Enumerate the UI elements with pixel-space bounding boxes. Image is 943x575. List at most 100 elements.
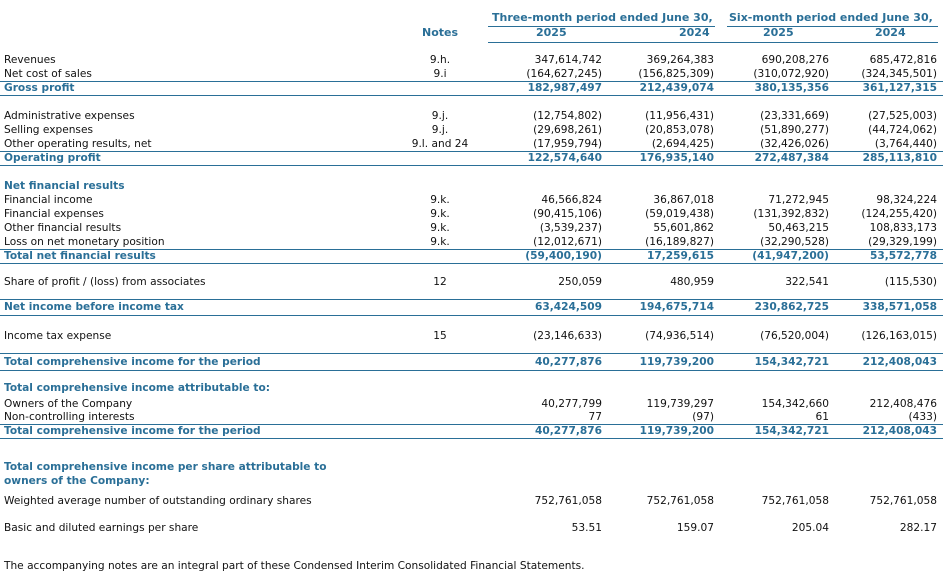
cell-6m-2024: (324,345,501) — [861, 68, 937, 80]
row-notes: 9.k. — [430, 208, 450, 220]
cell-6m-2025: 154,342,721 — [754, 356, 829, 368]
cell-6m-2025: (76,520,004) — [760, 330, 829, 342]
table-row-weighted-average: Weighted average number of outstanding o… — [0, 494, 943, 508]
cell-3m-2025: 182,987,497 — [527, 82, 602, 94]
cell-3m-2025: 40,277,799 — [541, 398, 602, 410]
cell-3m-2024: 55,601,862 — [653, 222, 714, 234]
table-row-net-cost: Net cost of sales 9.i (164,627,245) (156… — [0, 67, 943, 81]
header-year-6m-2024: 2024 — [875, 26, 906, 39]
footnote: The accompanying notes are an integral p… — [4, 560, 585, 572]
header-six-month-rule — [727, 26, 938, 27]
cell-6m-2025: (32,290,528) — [760, 236, 829, 248]
table-row-non-controlling: Non-controlling interests 77 (97) 61 (43… — [0, 410, 943, 424]
row-label: Non-controlling interests — [4, 411, 135, 423]
cell-6m-2025: 50,463,215 — [768, 222, 829, 234]
divider — [0, 249, 943, 250]
row-label: Other operating results, net — [4, 138, 152, 150]
cell-6m-2025: (41,947,200) — [752, 250, 829, 262]
row-label: Administrative expenses — [4, 110, 135, 122]
cell-6m-2024: (124,255,420) — [861, 208, 937, 220]
row-label: Total comprehensive income for the perio… — [4, 356, 261, 368]
cell-3m-2024: 194,675,714 — [639, 301, 714, 313]
table-row-eps: Basic and diluted earnings per share 53.… — [0, 521, 943, 535]
section-heading-per-share: Total comprehensive income per share att… — [4, 460, 327, 488]
table-row-selling: Selling expenses 9.j. (29,698,261) (20,8… — [0, 123, 943, 137]
header-year-6m-2025: 2025 — [763, 26, 794, 39]
divider — [0, 165, 943, 166]
cell-6m-2024: (29,329,199) — [868, 236, 937, 248]
header-three-month: Three-month period ended June 30, — [492, 11, 713, 24]
table-row-gross-profit: Gross profit 182,987,497 212,439,074 380… — [0, 81, 943, 95]
cell-3m-2024: 119,739,200 — [639, 425, 714, 437]
cell-6m-2025: (32,426,026) — [760, 138, 829, 150]
cell-3m-2025: (90,415,106) — [533, 208, 602, 220]
divider — [0, 370, 943, 371]
row-label: Income tax expense — [4, 330, 112, 342]
row-notes: 9.i — [433, 68, 447, 80]
divider — [0, 315, 943, 316]
cell-6m-2024: 285,113,810 — [862, 152, 937, 164]
row-label: Loss on net monetary position — [4, 236, 165, 248]
cell-3m-2025: (59,400,190) — [525, 250, 602, 262]
row-label: Weighted average number of outstanding o… — [4, 495, 312, 507]
cell-6m-2024: (126,163,015) — [861, 330, 937, 342]
header-year-3m-2024: 2024 — [679, 26, 710, 39]
cell-3m-2025: 53.51 — [571, 522, 602, 534]
cell-3m-2025: (12,754,802) — [533, 110, 602, 122]
row-label: Share of profit / (loss) from associates — [4, 276, 206, 288]
section-heading: Net financial results — [4, 180, 125, 192]
cell-3m-2025: (164,627,245) — [526, 68, 602, 80]
cell-3m-2024: 752,761,058 — [646, 495, 714, 507]
table-row-net-income-before-tax: Net income before income tax 63,424,509 … — [0, 300, 943, 314]
cell-3m-2024: (11,956,431) — [645, 110, 714, 122]
cell-6m-2024: 361,127,315 — [862, 82, 937, 94]
cell-3m-2025: 347,614,742 — [534, 54, 602, 66]
cell-3m-2025: 46,566,824 — [541, 194, 602, 206]
section-heading: Total comprehensive income attributable … — [4, 382, 270, 394]
cell-3m-2025: 122,574,640 — [527, 152, 602, 164]
cell-3m-2025: 40,277,876 — [534, 356, 602, 368]
row-label: Other financial results — [4, 222, 122, 234]
cell-6m-2024: 212,408,043 — [862, 425, 937, 437]
row-notes: 9.k. — [430, 222, 450, 234]
divider — [0, 353, 943, 354]
row-notes: 9.j. — [431, 124, 449, 136]
cell-6m-2025: 690,208,276 — [761, 54, 829, 66]
row-label: Owners of the Company — [4, 398, 133, 410]
table-row-loss-monetary: Loss on net monetary position 9.k. (12,0… — [0, 235, 943, 249]
cell-6m-2025: 752,761,058 — [761, 495, 829, 507]
cell-3m-2025: (23,146,633) — [533, 330, 602, 342]
row-notes: 9.k. — [430, 194, 450, 206]
cell-6m-2025: (51,890,277) — [760, 124, 829, 136]
row-notes: 9.h. — [429, 54, 451, 66]
cell-6m-2024: 98,324,224 — [876, 194, 937, 206]
header-notes: Notes — [422, 26, 459, 39]
row-notes: 9.l. and 24 — [411, 138, 469, 150]
divider — [0, 151, 943, 152]
section-heading-net-financial: Net financial results — [0, 179, 943, 193]
section-heading-attributable: Total comprehensive income attributable … — [0, 381, 943, 395]
row-label: Net cost of sales — [4, 68, 92, 80]
row-notes: 9.j. — [431, 110, 449, 122]
cell-3m-2024: (2,694,425) — [651, 138, 714, 150]
cell-6m-2025: (131,392,832) — [753, 208, 829, 220]
cell-3m-2025: 250,059 — [558, 276, 602, 288]
table-row-operating-profit: Operating profit 122,574,640 176,935,140… — [0, 151, 943, 165]
row-label: Total net financial results — [4, 250, 156, 262]
header-year-3m-2025: 2025 — [536, 26, 567, 39]
cell-3m-2025: 752,761,058 — [534, 495, 602, 507]
cell-3m-2025: 77 — [588, 411, 602, 423]
cell-3m-2024: 212,439,074 — [639, 82, 714, 94]
header-three-month-rule — [488, 26, 715, 27]
cell-6m-2024: (115,530) — [884, 276, 937, 288]
divider — [0, 95, 943, 96]
table-row-share-associates: Share of profit / (loss) from associates… — [0, 275, 943, 289]
table-row-financial-income: Financial income 9.k. 46,566,824 36,867,… — [0, 193, 943, 207]
row-label: Financial income — [4, 194, 93, 206]
cell-3m-2024: (16,189,827) — [645, 236, 714, 248]
cell-6m-2024: 282.17 — [899, 522, 937, 534]
table-row-total-net-financial: Total net financial results (59,400,190)… — [0, 249, 943, 263]
row-label: Revenues — [4, 54, 56, 66]
table-row-total-comprehensive-income: Total comprehensive income for the perio… — [0, 355, 943, 369]
cell-3m-2025: (12,012,671) — [533, 236, 602, 248]
